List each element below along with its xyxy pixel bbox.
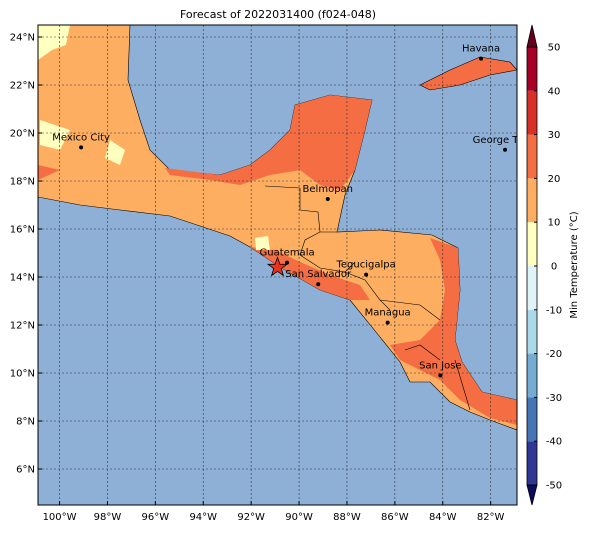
city-label: San Jose — [419, 360, 461, 371]
colorbar-tick-label: 50 — [548, 43, 561, 54]
city-label: Belmopan — [303, 184, 353, 195]
y-tick-label: 6°N — [16, 465, 35, 476]
y-tick-label: 10°N — [10, 369, 35, 380]
colorbar-tick-label: 20 — [548, 174, 561, 185]
city-dot — [479, 56, 484, 61]
city-label: San Salvador — [285, 269, 352, 280]
colorbar-under — [526, 484, 538, 506]
warm-zone — [250, 247, 370, 300]
colorbar-band — [527, 266, 537, 310]
x-tick-label: 82°W — [477, 512, 505, 523]
x-tick-label: 98°W — [94, 512, 122, 523]
y-tick-label: 8°N — [16, 417, 35, 428]
colorbar-band — [527, 222, 537, 266]
city-dot — [325, 197, 330, 201]
y-tick-label: 16°N — [10, 225, 35, 236]
city-dot — [285, 260, 290, 265]
colorbar-band — [527, 353, 537, 398]
colorbar-tick-label: -30 — [546, 393, 562, 404]
colorbar-tick-label: -40 — [546, 437, 562, 448]
borders — [264, 185, 471, 411]
cuba — [419, 56, 517, 91]
warm-zone — [390, 238, 517, 425]
x-tick-label: 96°W — [142, 512, 170, 523]
x-tick-label: 100°W — [43, 512, 77, 523]
map-frame — [37, 24, 518, 506]
city-label: Tegucigalpa — [335, 260, 395, 271]
colorbar-band — [527, 178, 537, 223]
colorbar-band — [527, 397, 537, 442]
colorbar-tick-label: 40 — [548, 86, 561, 97]
x-tick-label: 88°W — [333, 512, 361, 523]
x-tick-label: 92°W — [237, 512, 265, 523]
colorbar-tick-label: -10 — [546, 305, 562, 316]
x-tick-label: 84°W — [429, 512, 457, 523]
colorbar-band — [527, 441, 537, 485]
colorbar-band — [527, 47, 537, 91]
y-tick-label: 18°N — [10, 177, 35, 188]
colorbar-tick-label: 30 — [548, 130, 561, 141]
y-tick-label: 14°N — [10, 273, 35, 284]
city-label: Guatemala — [260, 248, 315, 259]
colorbar-band — [527, 309, 537, 354]
city-dot — [385, 320, 390, 325]
city-label: Mexico City — [52, 132, 110, 143]
title: Forecast of 2022031400 (f024-048) — [180, 8, 376, 21]
y-tick-label: 12°N — [10, 321, 35, 332]
y-tick-label: 24°N — [10, 33, 35, 44]
location-star — [266, 256, 289, 277]
y-tick-label: 20°N — [10, 129, 35, 140]
x-tick-label: 86°W — [381, 512, 409, 523]
colorbar-tick-label: -20 — [546, 349, 562, 360]
x-tick-label: 90°W — [285, 512, 313, 523]
city-dot — [316, 282, 321, 287]
land — [38, 25, 517, 431]
city-dot — [364, 272, 369, 277]
city-dot — [503, 147, 508, 152]
colorbar-tick-label: -50 — [546, 481, 562, 492]
colorbar-band — [527, 134, 537, 179]
city-label: Havana — [462, 44, 500, 55]
colorbar-tick-label: 10 — [548, 218, 561, 229]
colorbar-band — [527, 90, 537, 135]
city-label: Managua — [365, 308, 411, 319]
warm-zone — [38, 165, 60, 180]
warm-zone — [165, 95, 372, 190]
city-dot — [438, 373, 443, 378]
colorbar-over — [526, 24, 538, 48]
y-tick-label: 22°N — [10, 81, 35, 92]
city-dot — [79, 145, 84, 150]
x-tick-label: 94°W — [189, 512, 217, 523]
city-label: George Town — [473, 135, 538, 146]
colorbar-label: Min Temperature (°C) — [569, 211, 580, 318]
colorbar-tick-label: 0 — [551, 262, 557, 273]
